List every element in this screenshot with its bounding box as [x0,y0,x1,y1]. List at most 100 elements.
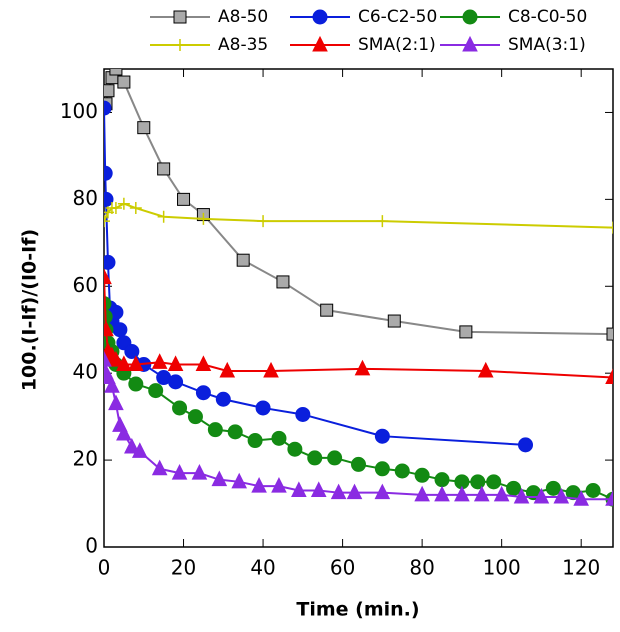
marker [124,437,140,454]
marker [173,10,187,24]
marker [330,483,347,500]
marker [287,441,303,457]
marker [151,459,168,476]
marker [585,483,601,499]
marker [414,467,430,483]
marker [493,485,510,502]
y-tick-label: 20 [73,447,98,471]
marker [276,275,290,289]
marker [104,84,115,98]
marker [320,303,334,317]
marker [513,487,530,504]
marker [470,474,486,490]
marker [104,320,114,337]
marker [263,361,279,378]
marker [606,327,613,341]
series-line [104,202,613,229]
marker [151,353,168,369]
marker [191,464,208,480]
marker [257,215,270,228]
legend-label: C8-C0-50 [508,7,587,27]
marker [215,391,231,407]
legend-label: A8-50 [218,7,268,27]
marker [462,35,478,52]
y-tick-label: 60 [73,273,98,297]
marker [533,487,550,504]
marker [394,463,410,479]
marker [374,461,390,477]
marker [157,162,171,176]
marker [112,322,128,338]
marker [327,450,343,466]
marker [434,472,450,488]
marker [104,268,112,285]
marker [168,374,184,390]
marker [116,424,132,441]
legend-label: SMA(2:1) [358,35,436,55]
x-tick-label: 60 [330,556,355,580]
marker [545,480,561,496]
marker [312,35,328,52]
marker [346,483,363,500]
marker [236,253,250,267]
marker [211,470,228,487]
marker [376,215,389,228]
x-tick-label: 100 [483,556,521,580]
marker [104,351,112,367]
marker [506,480,522,496]
marker [231,472,248,489]
x-tick-label: 80 [409,556,434,580]
marker [104,254,116,270]
marker [157,210,170,223]
marker [374,483,391,500]
marker [128,355,144,371]
marker [351,456,366,472]
x-tick-label: 20 [171,556,196,580]
marker [171,464,188,480]
y-tick-label: 40 [73,360,98,384]
marker [197,212,210,225]
marker [354,359,371,376]
marker [108,351,124,367]
marker [117,197,130,210]
x-tick-label: 0 [98,556,111,580]
marker [128,376,144,392]
y-tick-label: 0 [85,534,98,558]
y-axis-label: 100.(I-If)/(I0-If) [19,229,41,391]
marker [291,481,307,498]
marker [207,422,223,438]
marker [104,165,113,181]
marker [271,430,287,446]
marker [124,343,140,359]
marker [454,485,470,502]
marker [255,400,271,416]
marker [607,221,613,234]
marker [295,406,311,422]
marker [387,314,401,328]
y-tick-label: 80 [73,186,98,210]
series-line [104,108,526,446]
legend-label: A8-35 [218,35,268,55]
marker [117,75,131,89]
marker [167,355,184,371]
marker [307,450,323,466]
x-axis-label: Time (min.) [296,599,419,621]
marker [247,433,263,449]
marker [129,202,142,215]
x-tick-label: 40 [250,556,275,580]
marker [104,377,120,393]
marker [605,490,613,506]
marker [172,400,188,416]
marker [462,9,478,25]
marker [195,355,212,371]
marker [104,191,114,207]
marker [414,485,430,502]
marker [374,428,390,444]
marker [271,477,287,493]
marker [459,325,473,339]
marker [116,355,132,371]
marker [187,409,203,425]
marker [553,487,570,504]
marker [148,383,164,399]
